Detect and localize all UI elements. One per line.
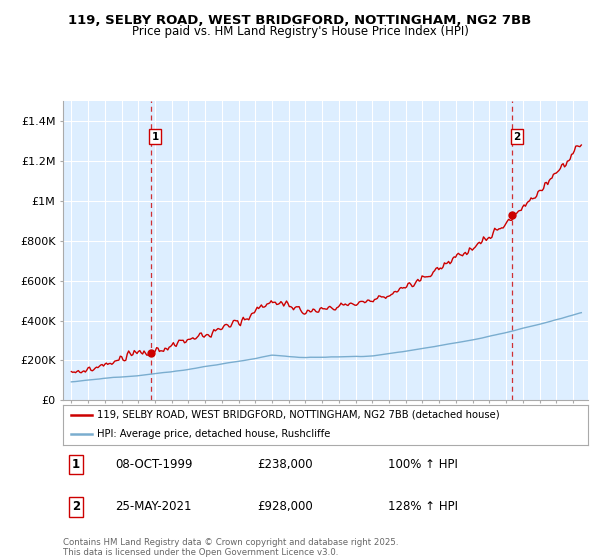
- Text: 25-MAY-2021: 25-MAY-2021: [115, 501, 192, 514]
- Text: 128% ↑ HPI: 128% ↑ HPI: [389, 501, 458, 514]
- Text: £238,000: £238,000: [257, 458, 313, 471]
- Text: 08-OCT-1999: 08-OCT-1999: [115, 458, 193, 471]
- Text: 2: 2: [72, 501, 80, 514]
- Text: 1: 1: [72, 458, 80, 471]
- Text: 1: 1: [152, 132, 159, 142]
- Text: 119, SELBY ROAD, WEST BRIDGFORD, NOTTINGHAM, NG2 7BB (detached house): 119, SELBY ROAD, WEST BRIDGFORD, NOTTING…: [97, 410, 500, 420]
- Text: Contains HM Land Registry data © Crown copyright and database right 2025.
This d: Contains HM Land Registry data © Crown c…: [63, 538, 398, 557]
- Text: Price paid vs. HM Land Registry's House Price Index (HPI): Price paid vs. HM Land Registry's House …: [131, 25, 469, 38]
- Text: £928,000: £928,000: [257, 501, 313, 514]
- Text: 100% ↑ HPI: 100% ↑ HPI: [389, 458, 458, 471]
- Text: 2: 2: [513, 132, 520, 142]
- Text: HPI: Average price, detached house, Rushcliffe: HPI: Average price, detached house, Rush…: [97, 430, 331, 439]
- Text: 119, SELBY ROAD, WEST BRIDGFORD, NOTTINGHAM, NG2 7BB: 119, SELBY ROAD, WEST BRIDGFORD, NOTTING…: [68, 14, 532, 27]
